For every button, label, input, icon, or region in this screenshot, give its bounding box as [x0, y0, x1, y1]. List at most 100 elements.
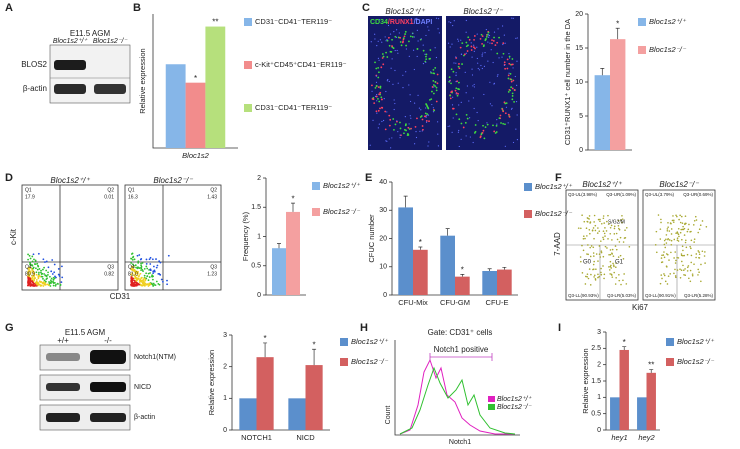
cell-dot — [375, 81, 378, 83]
event-dot — [600, 267, 602, 270]
legend-swatch — [244, 104, 252, 112]
label: -/- — [104, 336, 112, 345]
event-dot — [58, 275, 61, 277]
event-dot — [166, 279, 168, 282]
event-dot — [32, 272, 35, 275]
label: Ki67 — [632, 303, 649, 312]
legend-swatch — [666, 358, 674, 366]
event-dot — [598, 245, 601, 247]
event-dot — [686, 253, 689, 256]
event-dot — [43, 266, 45, 269]
event-dot — [39, 284, 42, 287]
cell-dot — [430, 98, 433, 101]
cell-dot — [388, 138, 390, 140]
event-dot — [131, 256, 134, 259]
event-dot — [581, 272, 584, 274]
event-dot — [697, 231, 699, 234]
event-dot — [609, 249, 612, 251]
event-dot — [41, 282, 44, 285]
cell-dot — [375, 95, 378, 98]
event-dot — [141, 262, 144, 264]
event-dot — [674, 262, 677, 264]
cell-dot — [426, 114, 428, 117]
event-dot — [149, 263, 152, 265]
cell-dot — [498, 57, 500, 59]
cell-dot — [394, 35, 397, 38]
event-dot — [695, 256, 697, 259]
cell-dot — [457, 65, 460, 68]
cell-dot — [375, 67, 378, 70]
cell-dot — [497, 28, 499, 30]
cell-dot — [432, 68, 435, 71]
event-dot — [679, 276, 682, 279]
cell-dot — [498, 117, 501, 120]
event-dot — [663, 256, 666, 259]
cell-dot — [394, 123, 397, 126]
event-dot — [602, 236, 604, 239]
cell-dot — [508, 62, 511, 65]
cell-dot — [433, 72, 436, 75]
cell-dot — [428, 141, 430, 143]
event-dot — [618, 279, 621, 282]
cell-dot — [416, 47, 419, 50]
cell-dot — [404, 30, 407, 33]
event-dot — [130, 273, 133, 276]
event-dot — [603, 273, 606, 276]
event-dot — [142, 283, 145, 286]
event-dot — [136, 271, 139, 274]
y-tick-label: 5 — [579, 113, 583, 120]
event-dot — [609, 265, 612, 268]
cell-dot — [407, 134, 410, 136]
cell-dot — [455, 87, 458, 90]
event-dot — [669, 273, 672, 275]
error-bar — [277, 243, 281, 249]
cell-dot — [502, 43, 504, 46]
event-dot — [37, 273, 40, 276]
cell-dot — [437, 145, 439, 147]
cell-dot — [421, 118, 424, 121]
cell-dot — [389, 118, 392, 121]
label: E11.5 AGM — [70, 29, 111, 38]
y-tick-label: 2 — [597, 362, 601, 369]
cell-dot — [458, 81, 460, 84]
cell-dot — [493, 130, 496, 133]
label: Bloc1s2⁻/⁻ — [659, 180, 699, 189]
y-tick-label: 2 — [257, 175, 261, 182]
legend-label: Bloc1s2⁻/⁻ — [535, 209, 573, 218]
cell-dot — [511, 95, 514, 97]
y-tick-label: 15 — [575, 45, 583, 52]
event-dot — [61, 265, 63, 268]
cell-dot — [393, 128, 395, 131]
event-dot — [603, 232, 606, 235]
event-dot — [698, 253, 701, 256]
event-dot — [47, 284, 50, 287]
cell-dot — [511, 107, 513, 109]
event-dot — [695, 253, 698, 255]
event-dot — [684, 222, 686, 225]
cell-dot — [507, 122, 509, 124]
cell-dot — [420, 109, 422, 111]
event-dot — [686, 230, 689, 233]
cell-dot — [488, 36, 490, 38]
event-dot — [665, 265, 668, 267]
cell-dot — [481, 42, 483, 45]
significance: * — [419, 238, 422, 247]
cell-dot — [409, 35, 412, 38]
cell-dot — [494, 44, 497, 47]
label: 7-AAD — [553, 232, 562, 256]
error-bar — [418, 246, 423, 250]
event-dot — [53, 271, 56, 274]
label: Q3-UR(0.69%) — [683, 192, 713, 197]
event-dot — [29, 271, 32, 274]
y-tick-label: 0 — [579, 147, 583, 154]
blot-band — [46, 353, 80, 361]
cell-dot — [492, 40, 495, 42]
event-dot — [680, 228, 683, 231]
event-dot — [615, 232, 618, 235]
event-dot — [693, 238, 696, 240]
bar — [610, 39, 626, 150]
event-dot — [593, 276, 595, 278]
cell-dot — [516, 37, 518, 39]
event-dot — [680, 260, 683, 263]
cell-dot — [378, 100, 381, 103]
